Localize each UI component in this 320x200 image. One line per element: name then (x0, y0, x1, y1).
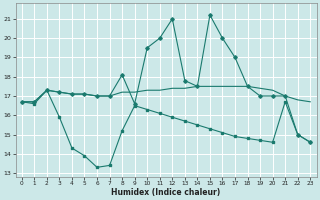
X-axis label: Humidex (Indice chaleur): Humidex (Indice chaleur) (111, 188, 221, 197)
